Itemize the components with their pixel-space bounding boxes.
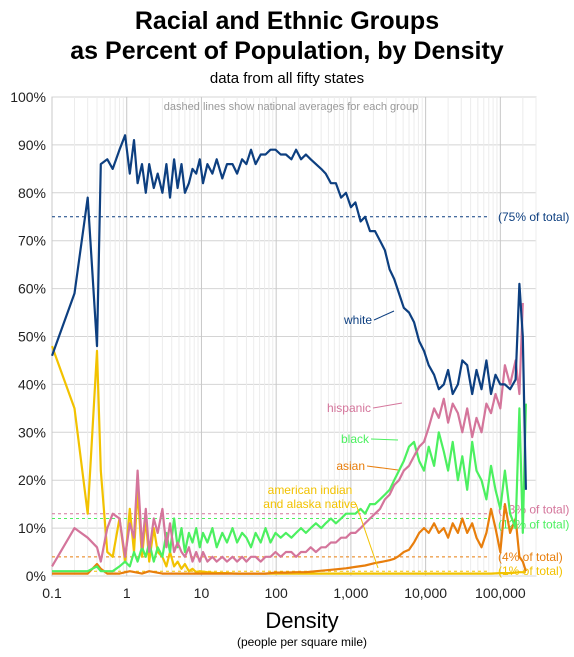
series-lines [50, 134, 527, 575]
series-line [52, 503, 527, 575]
axes: 0% 10% 20% 30% 40% 50% 60% 70% 80% 90% 100% 0.1 1 10 1… [10, 89, 526, 601]
x-tick-label: 100,000 [475, 585, 526, 601]
average-label: (4% of total) [498, 550, 563, 564]
y-tick-label: 100% [10, 89, 46, 105]
y-tick-label: 60% [18, 281, 46, 297]
x-tick-label: 10,000 [404, 585, 447, 601]
label-leader [366, 465, 399, 471]
average-label: (1% of total) [498, 564, 563, 578]
label-leader [372, 402, 403, 409]
series-line [51, 302, 524, 567]
chart-title-line1: Racial and Ethnic Groups [134, 7, 440, 35]
x-tick-label: 0.1 [42, 585, 62, 601]
y-tick-label: 80% [18, 185, 46, 201]
x-tick-label: 1 [123, 585, 131, 601]
y-tick-label: 90% [18, 137, 46, 153]
chart-title-line2: as Percent of Population, by Density [70, 37, 504, 65]
y-tick-label: 40% [18, 376, 46, 392]
series-label: american indian [268, 483, 353, 497]
y-tick-label: 0% [26, 568, 46, 584]
series-label: black [341, 432, 370, 446]
chart-subtitle: data from all fifty states [209, 70, 365, 87]
x-tick-label: 1,000 [333, 585, 368, 601]
label-leader [370, 438, 399, 441]
x-tick-label: 100 [264, 585, 288, 601]
y-tick-label: 50% [18, 329, 46, 345]
series-label: and alaska native [263, 497, 357, 511]
y-tick-label: 20% [18, 472, 46, 488]
x-tick-label: 10 [194, 585, 210, 601]
series-labels: white hispanic black asian american indianan… [263, 310, 403, 569]
x-axis-subtitle: (people per square mile) [237, 635, 367, 649]
label-leader [355, 503, 379, 569]
x-axis-title: Density [265, 608, 338, 633]
averages-note: dashed lines show national averages for … [164, 101, 418, 113]
label-leader [373, 310, 395, 321]
series-label: asian [336, 459, 365, 473]
series-line [52, 403, 527, 573]
y-tick-label: 10% [18, 520, 46, 536]
y-tick-label: 30% [18, 424, 46, 440]
series-label: white [343, 313, 372, 327]
series-line [50, 134, 527, 490]
series-label: hispanic [327, 401, 371, 415]
y-tick-label: 70% [18, 233, 46, 249]
average-label: (75% of total) [498, 210, 569, 224]
